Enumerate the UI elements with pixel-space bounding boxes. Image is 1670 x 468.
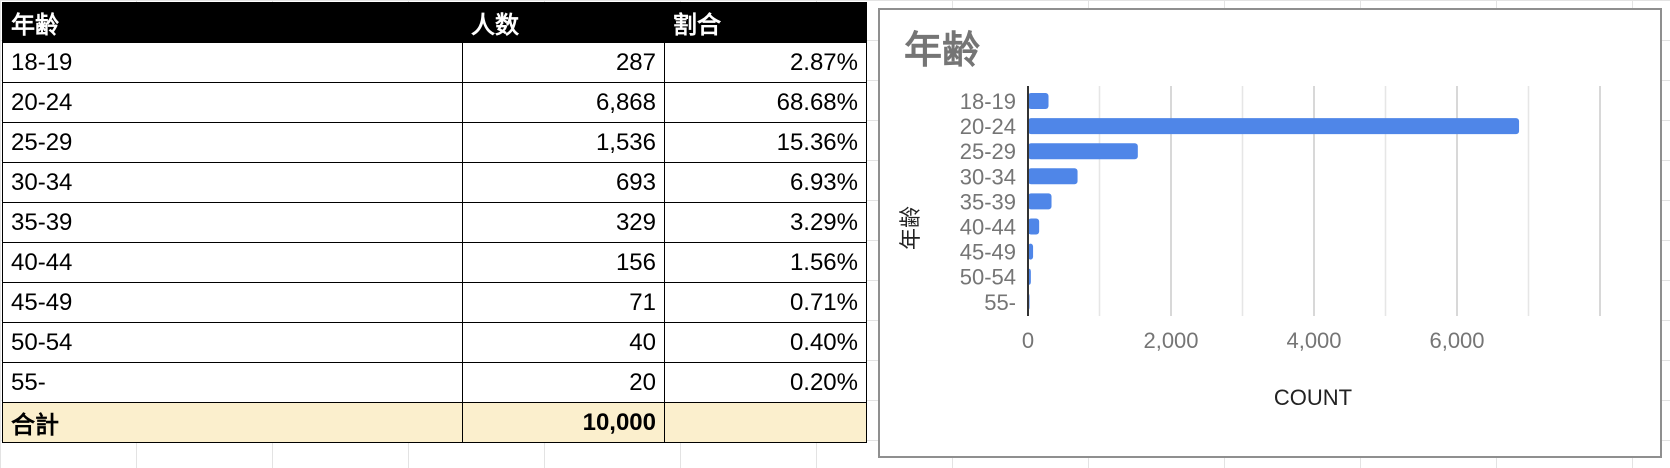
x-tick-label: 2,000 [1143, 328, 1198, 353]
header-ratio[interactable]: 割合 [664, 2, 867, 43]
x-tick-label: 0 [1022, 328, 1034, 353]
cell-count[interactable]: 1,536 [462, 122, 665, 163]
chart-title: 年齢 [904, 30, 980, 72]
y-tick-label: 35-39 [960, 189, 1016, 214]
y-tick-label: 55- [984, 290, 1016, 315]
table-row: 18-19 287 2.87% [2, 42, 867, 83]
cell-count[interactable]: 20 [462, 362, 665, 403]
total-count[interactable]: 10,000 [462, 402, 665, 443]
cell-age[interactable]: 50-54 [2, 322, 463, 363]
bar[interactable] [1028, 93, 1049, 109]
y-tick-label: 25-29 [960, 139, 1016, 164]
cell-count[interactable]: 40 [462, 322, 665, 363]
cell-ratio[interactable]: 68.68% [664, 82, 867, 123]
y-tick-label: 20-24 [960, 114, 1016, 139]
cell-age[interactable]: 18-19 [2, 42, 463, 83]
cell-ratio[interactable]: 6.93% [664, 162, 867, 203]
cell-age[interactable]: 35-39 [2, 202, 463, 243]
header-age[interactable]: 年齢 [2, 2, 463, 43]
cell-count[interactable]: 287 [462, 42, 665, 83]
bar[interactable] [1028, 168, 1078, 185]
bar[interactable] [1028, 218, 1040, 235]
table-header-row: 年齢 人数 割合 [2, 2, 867, 43]
total-ratio[interactable] [664, 402, 867, 443]
table-row: 55- 20 0.20% [2, 362, 867, 403]
x-tick-labels: 0 2,000 4,000 6,000 [1022, 328, 1485, 353]
y-tick-label: 18-19 [960, 89, 1016, 114]
chart-canvas: 年齢 18-1920-2425-2930-3435-3940-4445-4950… [898, 30, 1601, 410]
bar[interactable] [1028, 193, 1052, 210]
age-distribution-table: 年齢 人数 割合 18-19 287 2.87% 20-24 6,868 68.… [2, 2, 867, 443]
cell-count[interactable]: 71 [462, 282, 665, 323]
cell-age[interactable]: 20-24 [2, 82, 463, 123]
y-tick-label: 50-54 [960, 265, 1016, 290]
table-total-row: 合計 10,000 [2, 402, 867, 443]
bar[interactable] [1028, 118, 1520, 135]
y-tick-label: 40-44 [960, 215, 1016, 240]
cell-count[interactable]: 693 [462, 162, 665, 203]
cell-age[interactable]: 55- [2, 362, 463, 403]
bar[interactable] [1028, 143, 1138, 160]
y-tick-labels: 18-1920-2425-2930-3435-3940-4445-4950-54… [960, 89, 1016, 315]
cell-count[interactable]: 6,868 [462, 82, 665, 123]
cell-ratio[interactable]: 2.87% [664, 42, 867, 83]
table-row: 40-44 156 1.56% [2, 242, 867, 283]
cell-age[interactable]: 30-34 [2, 162, 463, 203]
cell-age[interactable]: 40-44 [2, 242, 463, 283]
bar[interactable] [1028, 243, 1034, 260]
total-label[interactable]: 合計 [2, 402, 463, 443]
table-row: 20-24 6,868 68.68% [2, 82, 867, 123]
cell-ratio[interactable]: 15.36% [664, 122, 867, 163]
table-row: 25-29 1,536 15.36% [2, 122, 867, 163]
cell-age[interactable]: 45-49 [2, 282, 463, 323]
cell-ratio[interactable]: 0.20% [664, 362, 867, 403]
table-row: 45-49 71 0.71% [2, 282, 867, 323]
age-bar-chart[interactable]: 年齢 18-19 20-24 25-29 30-34 35-39 40-44 45-49 50… [878, 8, 1662, 458]
y-tick-label: 45-49 [960, 240, 1016, 265]
y-axis-label: 年齢 [898, 206, 923, 250]
x-tick-label: 4,000 [1286, 328, 1341, 353]
y-tick-label: 30-34 [960, 164, 1016, 189]
cell-ratio[interactable]: 1.56% [664, 242, 867, 283]
cell-ratio[interactable]: 3.29% [664, 202, 867, 243]
table-row: 35-39 329 3.29% [2, 202, 867, 243]
bar-series [1028, 93, 1520, 310]
cell-count[interactable]: 156 [462, 242, 665, 283]
x-tick-label: 6,000 [1429, 328, 1484, 353]
cell-count[interactable]: 329 [462, 202, 665, 243]
cell-ratio[interactable]: 0.71% [664, 282, 867, 323]
table-row: 50-54 40 0.40% [2, 322, 867, 363]
x-axis-label: COUNT [1274, 385, 1352, 410]
header-count[interactable]: 人数 [462, 2, 665, 43]
cell-ratio[interactable]: 0.40% [664, 322, 867, 363]
table-row: 30-34 693 6.93% [2, 162, 867, 203]
cell-age[interactable]: 25-29 [2, 122, 463, 163]
